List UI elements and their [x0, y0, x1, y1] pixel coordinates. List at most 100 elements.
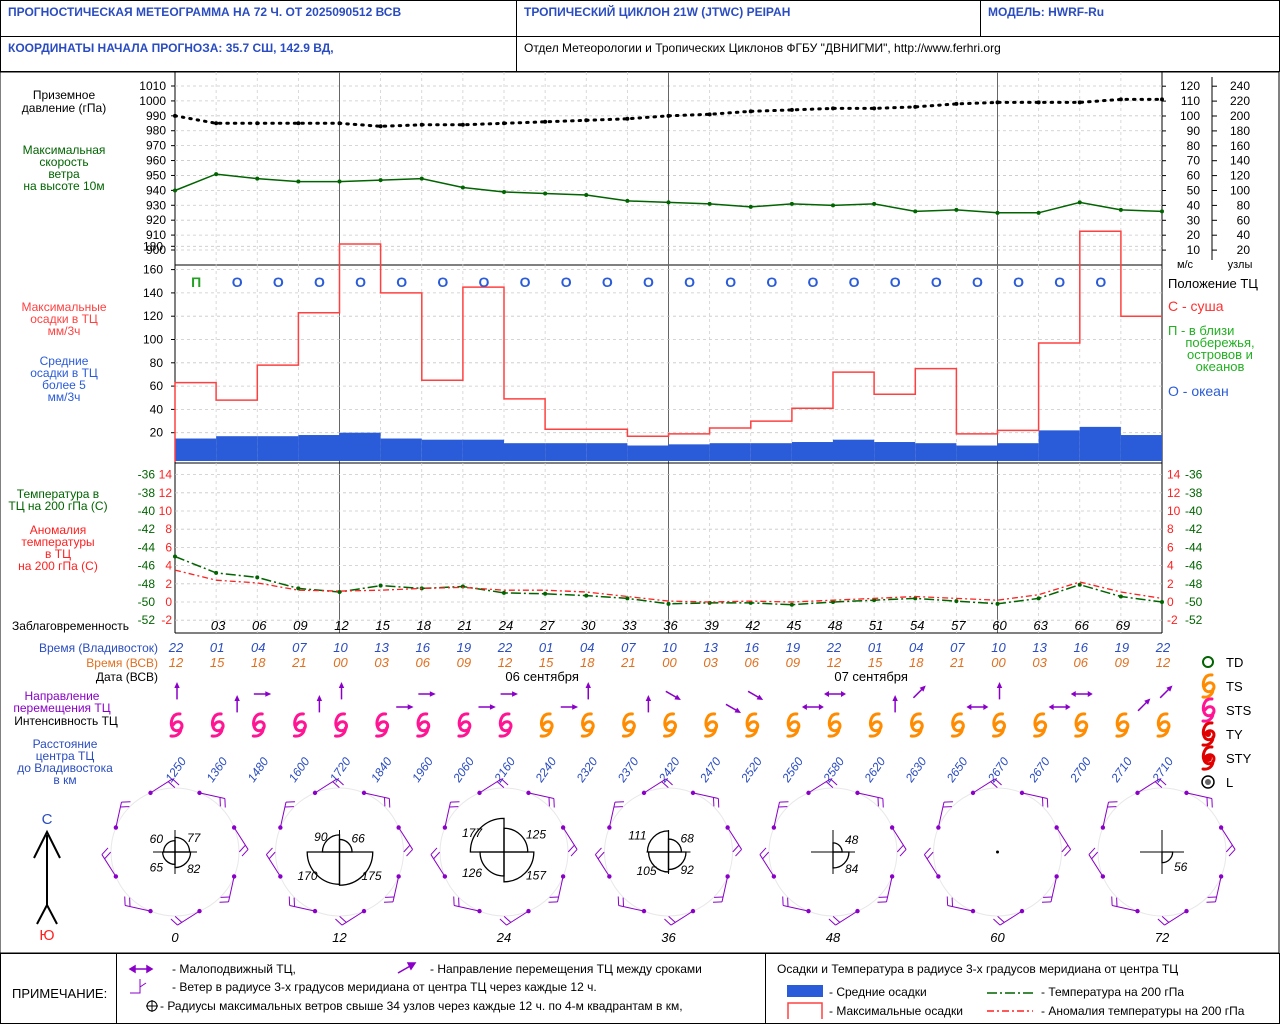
vl-time-label: 13: [374, 640, 389, 655]
pressure-tick-label: 950: [146, 168, 166, 182]
direction-arrow-head: [512, 691, 518, 697]
pressure-point: [1077, 100, 1082, 105]
barb-feather: [993, 918, 1001, 926]
wind-point: [255, 176, 260, 181]
barb-feather: [406, 849, 413, 857]
pressure-tick-label: 980: [146, 124, 166, 138]
barb-staff: [643, 778, 667, 794]
radius-quadrant-nw: [162, 839, 176, 853]
direction-row-label: Направление: [25, 689, 100, 703]
compass-north: С: [42, 811, 53, 828]
pressure-point: [831, 106, 835, 111]
barb-staff: [1056, 827, 1072, 850]
radius-quadrant-sw: [479, 851, 505, 877]
vsv-time-label: 21: [949, 655, 964, 670]
direction-arrow-head: [645, 695, 652, 701]
barb-feather: [335, 918, 343, 926]
cyclone-name-text: ТРОПИЧЕСКИЙ ЦИКЛОН 21W (JTWC) PEIPAH: [524, 5, 791, 19]
legend-avg: - Средние осадки: [829, 985, 927, 999]
wind-barb-icon: [877, 876, 893, 903]
temp200-point: [378, 583, 383, 588]
vsv-time-label: 15: [868, 655, 883, 670]
wind-barb-icon: [946, 896, 974, 912]
direction-arrow-icon: [500, 691, 518, 697]
pressure-point: [584, 118, 589, 123]
cyclone-glyph-path: [580, 712, 595, 738]
barb-feather: [1064, 849, 1071, 857]
barb-feather: [266, 847, 273, 855]
wind-point: [913, 209, 918, 214]
avg-precip-bar: [791, 442, 833, 461]
position-marker: О: [355, 274, 366, 290]
distance-row-label: до Владивостока: [17, 761, 113, 775]
distance-label: 2240: [532, 754, 560, 785]
wind-point: [543, 191, 548, 196]
department-text: Отдел Метеорологии и Тропических Циклоно…: [524, 41, 1001, 55]
radius-value-se: 92: [681, 863, 695, 877]
avg-precip-bar: [915, 443, 957, 461]
legend-sts-label: STS: [1226, 703, 1252, 718]
wind-point: [214, 172, 219, 177]
date-label: 07 сентября: [834, 669, 908, 684]
direction-arrow-icon: [1137, 698, 1151, 712]
note-wind: - Ветер в радиусе 3-х градусов меридиана…: [172, 980, 597, 994]
direction-arrow-icon: [316, 695, 323, 713]
wind-barb-icon: [891, 827, 907, 857]
barb-feather: [501, 778, 509, 786]
position-marker: О: [1013, 274, 1024, 290]
temp200-point: [666, 601, 671, 606]
wind-barb-icon: [479, 778, 509, 794]
radius-value-nw: 90: [314, 830, 328, 844]
wind-axis-label: на высоте 10м: [23, 179, 104, 193]
direction-arrow-head: [338, 682, 345, 688]
note-direction: - Направление перемещения ТЦ между срока…: [430, 962, 702, 976]
wind-barb-icon: [1220, 827, 1236, 857]
barb-staff: [1088, 854, 1104, 877]
distance-label: 2710: [1108, 754, 1136, 785]
radius-value-nw: 111: [628, 829, 646, 843]
avg-precip-bar: [874, 442, 916, 461]
ms-unit-label: м/с: [1177, 259, 1194, 271]
wind-point: [1077, 200, 1082, 205]
lead-label: 36: [663, 618, 678, 633]
temp-tick-label-right: -38: [1185, 486, 1203, 500]
direction-arrow-icon: [585, 682, 591, 700]
barb-feather: [668, 915, 676, 923]
wind-point: [378, 178, 383, 183]
pressure-point: [296, 121, 301, 126]
direction-arrow-icon: [966, 704, 989, 710]
avg-precip-bar: [175, 438, 217, 461]
direction-arrow-head: [572, 704, 579, 710]
vsv-time-label: 18: [251, 655, 266, 670]
anom-tick-label-right: -2: [1167, 613, 1178, 627]
barb-staff: [721, 876, 729, 902]
avg-precip-bar: [1079, 426, 1121, 461]
wind-point: [625, 198, 630, 203]
wind-barb-icon: [499, 910, 529, 926]
barb-feather: [732, 844, 740, 853]
note-radii: - Радиусы максимальных ветров свыше 34 у…: [160, 999, 683, 1013]
cyclone-glyph-path: [1115, 712, 1130, 738]
move-direction-icon: [397, 962, 417, 974]
ms-tick-label: 40: [1187, 198, 1201, 212]
lr-arrow-head-left: [801, 704, 807, 710]
center-dot: [996, 850, 999, 854]
anom-tick-label-right: 10: [1167, 504, 1181, 518]
legend-l-label: L: [1226, 775, 1233, 790]
kt-tick-label: 140: [1230, 154, 1250, 168]
sts-cyclone-icon: [334, 712, 349, 738]
wind-barb-icon: [857, 792, 884, 808]
lr-arrow-head-right: [1087, 691, 1093, 697]
direction-arrow-icon: [725, 703, 742, 713]
position-marker: О: [602, 274, 613, 290]
barb-staff: [923, 854, 939, 877]
sts-cyclone-icon: [251, 712, 266, 738]
pressure-tick-label: 960: [146, 154, 166, 168]
vl-time-label: 01: [868, 640, 882, 655]
pressure-point: [1160, 97, 1164, 102]
position-marker: О: [808, 274, 819, 290]
anom-tick-label-right: 8: [1167, 522, 1174, 536]
barb-feather: [167, 781, 176, 789]
radius-value-se: 175: [362, 869, 382, 883]
sts-cyclone-icon: [498, 712, 513, 738]
